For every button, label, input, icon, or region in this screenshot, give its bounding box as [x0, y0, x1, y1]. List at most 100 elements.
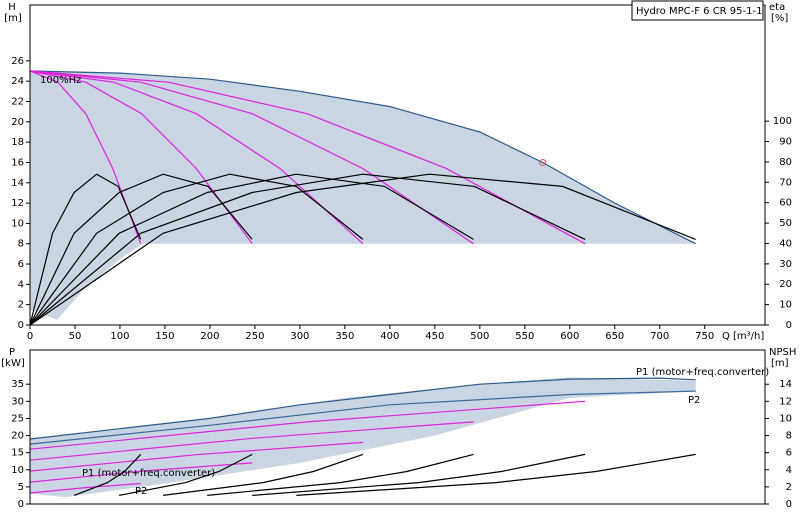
y2-unit: [%]: [771, 13, 788, 24]
y2-tick-label: 12: [779, 396, 792, 407]
y-tick-label: 14: [11, 178, 24, 189]
x-tick-label: 300: [290, 331, 309, 342]
x-tick-label: 700: [650, 331, 669, 342]
x-tick-label: 400: [380, 331, 399, 342]
curve: [29, 400, 586, 450]
operating-area: [30, 71, 696, 320]
y2-tick-label: 0: [786, 499, 792, 510]
y2-tick-label: 30: [779, 259, 792, 270]
curve: [296, 453, 696, 496]
x-tick-label: 450: [425, 331, 444, 342]
curve: [163, 453, 364, 496]
x-tick-label: 150: [155, 331, 174, 342]
y-tick-label: 4: [18, 279, 24, 290]
y2-tick-label: 60: [779, 198, 792, 209]
y-label: P: [9, 347, 15, 358]
chart-title: Hydro MPC-F 6 CR 95-1-1: [636, 6, 762, 17]
y2-tick-label: 10: [779, 300, 792, 311]
x-tick-label: 650: [605, 331, 624, 342]
y2-tick-label: 4: [786, 465, 792, 476]
y-tick-label: 15: [11, 448, 24, 459]
x-tick-label: 250: [245, 331, 264, 342]
y-tick-label: 26: [11, 56, 24, 67]
curve: [29, 70, 364, 245]
curve: [29, 173, 474, 326]
y-tick-label: 8: [18, 239, 24, 250]
curve: [29, 421, 474, 461]
y-tick-label: 16: [11, 157, 24, 168]
annotation: P1 (motor+freq.converter): [82, 468, 215, 479]
curve: [29, 70, 142, 244]
y2-tick-label: 0: [786, 320, 792, 331]
y2-tick-label: 50: [779, 218, 792, 229]
x-tick-label: 550: [515, 331, 534, 342]
curve: [73, 453, 142, 496]
y-tick-label: 20: [11, 431, 24, 442]
y2-tick-label: 100: [773, 116, 792, 127]
y2-tick-label: 40: [779, 238, 792, 249]
curve: [29, 70, 586, 245]
curve: [29, 173, 696, 326]
y-tick-label: 20: [11, 117, 24, 128]
y-unit: [kW]: [1, 358, 25, 369]
annotation: P1 (motor+freq.converter): [636, 367, 769, 378]
curve: [252, 453, 586, 496]
annotation: 100%Hz: [40, 75, 81, 86]
duty-point: [539, 158, 547, 166]
x-tick-label: 50: [69, 331, 82, 342]
x-tick-label: 500: [470, 331, 489, 342]
curve: [29, 482, 141, 494]
curve: [207, 453, 474, 496]
curve: [29, 173, 253, 326]
curve: [29, 441, 363, 472]
x-label: Q: [722, 331, 730, 342]
title-box: [631, 0, 764, 21]
x-unit: [m³/h]: [733, 331, 764, 342]
x-tick-label: 350: [335, 331, 354, 342]
curve: [29, 70, 253, 245]
y-tick-label: 30: [11, 396, 24, 407]
y-tick-label: 2: [18, 300, 24, 311]
curve: [29, 173, 142, 326]
y-tick-label: 5: [18, 482, 24, 493]
curve: [29, 173, 364, 326]
y-unit: [m]: [4, 13, 22, 24]
y2-tick-label: 10: [779, 413, 792, 424]
y-tick-label: 22: [11, 97, 24, 108]
x-tick-label: 0: [27, 331, 33, 342]
curve: [29, 377, 696, 440]
y-label: H: [8, 2, 16, 13]
y-tick-label: 0: [18, 320, 24, 331]
x-tick-label: 100: [110, 331, 129, 342]
y-tick-label: 25: [11, 413, 24, 424]
curve: [29, 390, 696, 445]
x-tick-label: 200: [200, 331, 219, 342]
y2-label: eta: [769, 2, 785, 13]
y-tick-label: 6: [18, 259, 24, 270]
curve: [29, 70, 696, 245]
y2-tick-label: 8: [786, 431, 792, 442]
y-tick-label: 18: [11, 137, 24, 148]
annotation: P2: [688, 395, 700, 406]
y-tick-label: 0: [18, 499, 24, 510]
plot-frame: [29, 4, 766, 326]
y2-tick-label: 2: [786, 482, 792, 493]
y-tick-label: 24: [11, 76, 24, 87]
y-tick-label: 12: [11, 198, 24, 209]
y-tick-label: 10: [11, 218, 24, 229]
y2-unit: [m]: [771, 358, 789, 369]
curve: [29, 70, 474, 245]
y-tick-label: 10: [11, 465, 24, 476]
curve: [118, 453, 253, 496]
y2-tick-label: 90: [779, 137, 792, 148]
y-tick-label: 35: [11, 379, 24, 390]
curve: [29, 462, 253, 483]
y2-label: NPSH: [769, 347, 796, 358]
y2-tick-label: 80: [779, 157, 792, 168]
y2-tick-label: 70: [779, 177, 792, 188]
x-tick-label: 600: [560, 331, 579, 342]
y2-tick-label: 14: [779, 379, 792, 390]
annotation: P2: [135, 486, 147, 497]
y2-tick-label: 20: [779, 279, 792, 290]
